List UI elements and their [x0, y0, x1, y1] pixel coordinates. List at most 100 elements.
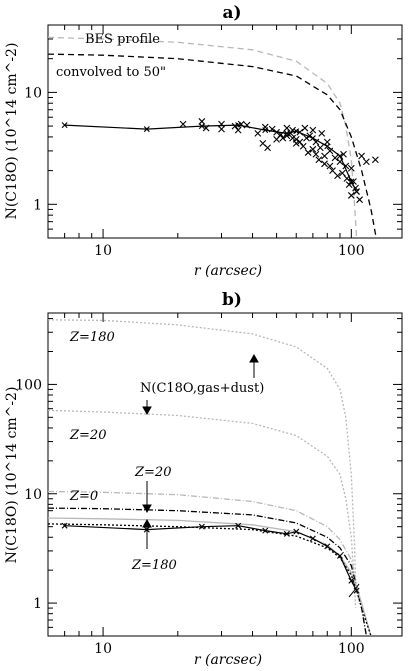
b-series-line-2	[48, 490, 368, 636]
a-cross-point	[283, 132, 291, 140]
a-series-line-2	[64, 124, 358, 192]
a-cross-point	[303, 134, 310, 142]
a-cross-point	[279, 134, 287, 142]
a-cross-point	[234, 126, 242, 134]
a-cross-point	[329, 167, 336, 175]
a-cross-point	[315, 156, 323, 164]
a-series-line-1	[48, 53, 377, 238]
a-x-tick-label: 10	[94, 243, 112, 259]
b-profile-marker	[348, 577, 355, 584]
b-profile-marker	[336, 552, 343, 559]
a-cross-point	[243, 121, 251, 129]
b-y-tick-label: 1	[33, 596, 42, 612]
a-cross-point	[340, 150, 347, 158]
a-cross-point	[363, 158, 370, 166]
b-profile-marker	[262, 527, 269, 534]
a-cross-point	[306, 132, 314, 140]
a-profile-marker	[198, 123, 205, 130]
a-cross-point	[318, 130, 326, 137]
a-cross-point	[350, 178, 357, 185]
a-cross-point	[301, 124, 309, 132]
a-cross-point	[326, 147, 334, 155]
a-x-tick-label: 100	[338, 243, 365, 259]
a-series-line-0	[48, 36, 358, 238]
panel-b-label: b)	[222, 290, 242, 310]
a-cross-point	[218, 125, 225, 133]
a-cross-point	[292, 136, 300, 143]
a-cross-point	[273, 128, 280, 136]
a-cross-point	[179, 120, 187, 128]
a-cross-point	[254, 130, 262, 137]
a-cross-point	[296, 138, 304, 146]
convolved-label: convolved to 50"	[56, 65, 166, 80]
a-cross-point	[287, 130, 295, 137]
gas-dust-label: N(C18O,gas+dust)	[140, 381, 264, 396]
a-cross-point	[268, 125, 276, 133]
b-series-line-3	[48, 507, 368, 636]
a-profile-marker	[348, 178, 355, 185]
a-cross-point	[289, 126, 296, 134]
panel-a-xlabel: r (arcsec)	[194, 263, 262, 279]
b-profile-marker	[198, 523, 205, 530]
a-cross-point	[345, 181, 353, 188]
panel-a-frame	[47, 24, 403, 239]
b-series-line-5	[48, 523, 372, 636]
a-cross-point	[358, 152, 365, 160]
a-cross-point	[218, 120, 225, 128]
a-cross-point	[326, 162, 334, 170]
panel-a-plot	[48, 36, 379, 238]
a-cross-point	[309, 126, 317, 134]
z20-mid-label: Z=20	[69, 428, 106, 443]
b-x-tick-label: 10	[94, 641, 112, 657]
a-profile-marker	[61, 122, 68, 129]
a-cross-point	[347, 192, 355, 199]
a-profile-marker	[336, 153, 343, 160]
a-cross-point	[316, 144, 324, 152]
a-cross-point	[371, 156, 379, 164]
b-x-tick-label: 100	[338, 641, 365, 657]
a-cross-point	[331, 154, 339, 162]
panel-b-xlabel: r (arcsec)	[194, 652, 262, 668]
a-cross-point	[343, 175, 351, 182]
z180-top-label: Z=180	[69, 330, 115, 345]
a-cross-point	[321, 160, 328, 168]
panel-b-frame	[47, 312, 403, 637]
a-cross-point	[237, 120, 245, 128]
b-y-tick-label: 100	[15, 377, 42, 393]
a-cross-point	[347, 164, 355, 172]
a-cross-point	[312, 138, 320, 146]
panel-a-ticks: 10 100 1 10	[24, 24, 402, 259]
annotation-arrows	[142, 353, 360, 598]
a-cross-point	[198, 118, 206, 125]
b-profile-marker	[324, 543, 331, 550]
a-cross-point	[304, 149, 312, 156]
b-profile-marker	[309, 535, 316, 542]
a-y-tick-label: 1	[33, 197, 42, 213]
b-profile-marker	[293, 528, 300, 535]
panel-b-plot	[48, 319, 372, 636]
b-series-line-6	[64, 525, 358, 591]
z0-label: Z=0	[69, 489, 98, 504]
b-profile-marker	[353, 587, 360, 594]
a-profile-marker	[143, 126, 150, 133]
a-cross-point	[334, 172, 341, 180]
z180-low-label: Z=180	[131, 558, 177, 573]
a-profile-marker	[293, 128, 300, 135]
a-cross-point	[277, 131, 285, 138]
panel-a-label: a)	[222, 3, 241, 23]
bes-profile-label: BES profile	[85, 32, 160, 47]
a-cross-point	[321, 152, 328, 160]
a-cross-point	[338, 169, 346, 177]
panel-a-ylabel: N(C18O) (10^14 cm^-2)	[4, 43, 20, 220]
a-cross-point	[231, 122, 239, 130]
a-cross-point	[299, 142, 307, 150]
a-cross-point	[309, 145, 317, 153]
b-series-line-1	[48, 409, 357, 609]
a-cross-point	[342, 162, 350, 170]
b-profile-marker	[235, 522, 242, 529]
a-cross-point	[353, 188, 360, 195]
a-cross-point	[323, 138, 331, 146]
a-cross-point	[264, 144, 271, 152]
a-cross-point	[283, 124, 291, 132]
